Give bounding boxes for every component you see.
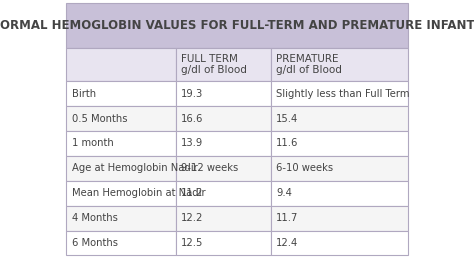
FancyBboxPatch shape <box>175 131 271 156</box>
Text: 4 Months: 4 Months <box>72 213 118 223</box>
Text: 9-12 weeks: 9-12 weeks <box>181 163 238 173</box>
Text: 9.4: 9.4 <box>276 188 292 198</box>
Text: Mean Hemoglobin at Nadir: Mean Hemoglobin at Nadir <box>72 188 205 198</box>
Text: 12.5: 12.5 <box>181 238 203 248</box>
FancyBboxPatch shape <box>271 81 408 106</box>
Text: Age at Hemoglobin Nadir: Age at Hemoglobin Nadir <box>72 163 197 173</box>
FancyBboxPatch shape <box>175 181 271 206</box>
FancyBboxPatch shape <box>66 206 175 231</box>
FancyBboxPatch shape <box>271 231 408 255</box>
Text: PREMATURE
g/dl of Blood: PREMATURE g/dl of Blood <box>276 54 342 75</box>
FancyBboxPatch shape <box>175 231 271 255</box>
Text: 6-10 weeks: 6-10 weeks <box>276 163 334 173</box>
Text: 1 month: 1 month <box>72 139 113 148</box>
FancyBboxPatch shape <box>66 106 175 131</box>
Text: 19.3: 19.3 <box>181 89 203 99</box>
Text: 16.6: 16.6 <box>181 114 203 124</box>
FancyBboxPatch shape <box>271 156 408 181</box>
FancyBboxPatch shape <box>271 181 408 206</box>
Text: 11.2: 11.2 <box>181 188 203 198</box>
Text: 12.2: 12.2 <box>181 213 203 223</box>
FancyBboxPatch shape <box>271 106 408 131</box>
FancyBboxPatch shape <box>66 81 175 106</box>
FancyBboxPatch shape <box>66 156 175 181</box>
FancyBboxPatch shape <box>271 206 408 231</box>
FancyBboxPatch shape <box>66 231 175 255</box>
FancyBboxPatch shape <box>175 106 271 131</box>
FancyBboxPatch shape <box>271 131 408 156</box>
FancyBboxPatch shape <box>175 156 271 181</box>
Text: NORMAL HEMOGLOBIN VALUES FOR FULL-TERM AND PREMATURE INFANTS: NORMAL HEMOGLOBIN VALUES FOR FULL-TERM A… <box>0 19 474 32</box>
Text: Slightly less than Full Term: Slightly less than Full Term <box>276 89 410 99</box>
FancyBboxPatch shape <box>175 206 271 231</box>
FancyBboxPatch shape <box>175 81 271 106</box>
FancyBboxPatch shape <box>175 48 271 81</box>
Text: 0.5 Months: 0.5 Months <box>72 114 127 124</box>
Text: 15.4: 15.4 <box>276 114 299 124</box>
FancyBboxPatch shape <box>66 3 408 48</box>
FancyBboxPatch shape <box>66 181 175 206</box>
Text: 6 Months: 6 Months <box>72 238 118 248</box>
Text: FULL TERM
g/dl of Blood: FULL TERM g/dl of Blood <box>181 54 246 75</box>
Text: 11.7: 11.7 <box>276 213 299 223</box>
Text: 12.4: 12.4 <box>276 238 299 248</box>
Text: 11.6: 11.6 <box>276 139 299 148</box>
FancyBboxPatch shape <box>271 48 408 81</box>
Text: 13.9: 13.9 <box>181 139 203 148</box>
FancyBboxPatch shape <box>66 48 175 81</box>
Text: Birth: Birth <box>72 89 96 99</box>
FancyBboxPatch shape <box>66 131 175 156</box>
